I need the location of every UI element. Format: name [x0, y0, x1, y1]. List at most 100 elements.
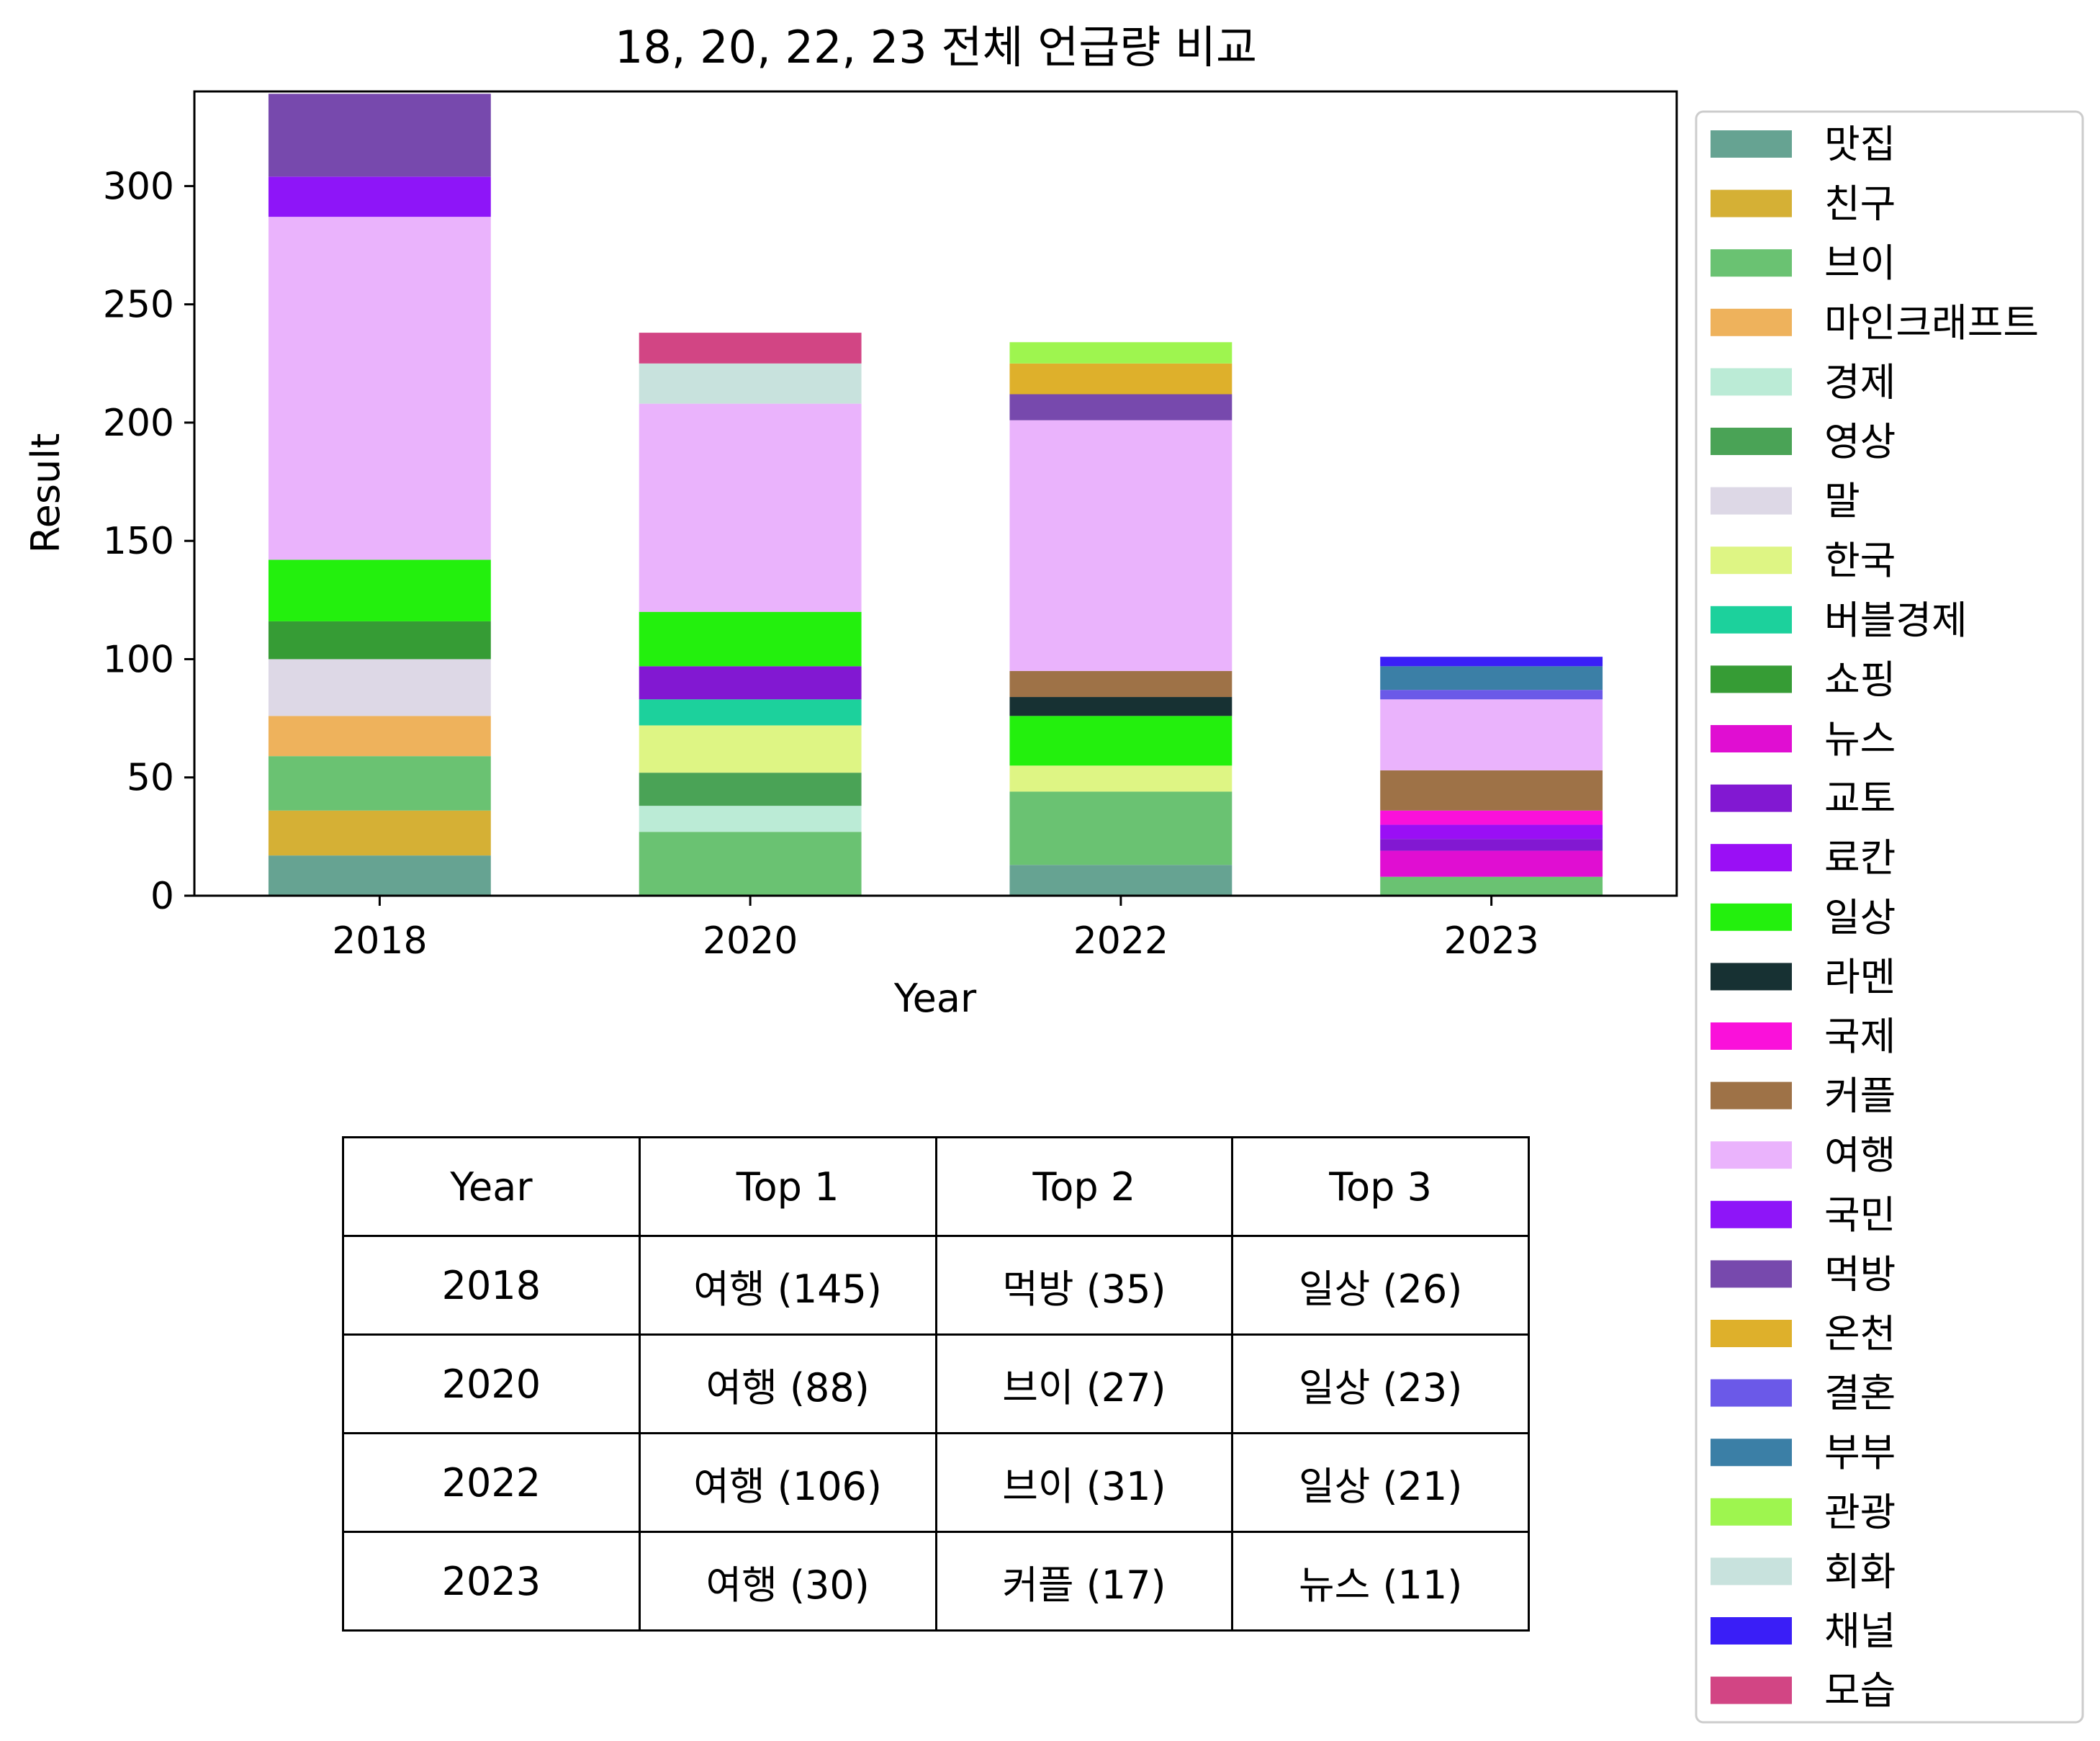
legend-swatch	[1711, 963, 1792, 991]
bar-segment	[268, 94, 491, 177]
legend-swatch	[1711, 1617, 1792, 1645]
legend-swatch	[1711, 1676, 1792, 1704]
legend-swatch	[1711, 844, 1792, 872]
bar-segment	[1380, 876, 1603, 896]
bar-segment	[268, 621, 491, 660]
legend-swatch	[1711, 1557, 1792, 1585]
table-row: 2022 여행 (106) 브이 (31) 일상 (21)	[342, 1432, 1530, 1533]
bar-segment	[1009, 865, 1232, 896]
y-tick-label: 0	[150, 875, 174, 918]
bar-segment	[639, 363, 862, 404]
y-tick-label: 300	[103, 165, 174, 208]
legend-label: 맛집	[1824, 122, 1896, 167]
bar-segment	[1009, 716, 1232, 766]
bar-segment	[1009, 697, 1232, 716]
plot-area-frame	[193, 90, 1678, 897]
top-keywords-table: Year Top 1 Top 2 Top 3 2018 여행 (145) 먹방 …	[342, 1136, 1530, 1632]
table-cell: 브이 (31)	[934, 1432, 1234, 1533]
legend-label: 친구	[1824, 181, 1896, 227]
legend-swatch	[1711, 1498, 1792, 1526]
legend-label: 온천	[1824, 1311, 1896, 1357]
bar-segment	[639, 666, 862, 700]
x-axis-label: Year	[893, 976, 977, 1021]
y-tick-label: 150	[103, 520, 174, 563]
legend-swatch	[1711, 308, 1792, 336]
legend-swatch	[1711, 606, 1792, 634]
table-cell: 먹방 (35)	[934, 1235, 1234, 1336]
bar-segment	[1009, 791, 1232, 865]
legend-label: 회화	[1824, 1549, 1896, 1594]
legend: 맛집친구브이마인크래프트경제영상말한국버블경제쇼핑뉴스교토료칸일상라멘국제커플여…	[1695, 110, 2084, 1724]
legend-swatch	[1711, 1320, 1792, 1347]
table-cell: 커플 (17)	[934, 1531, 1234, 1632]
bar-segment	[268, 176, 491, 217]
legend-label: 료칸	[1824, 835, 1896, 881]
legend-label: 국제	[1824, 1014, 1896, 1059]
y-axis-ticks: 0 50 100 150 200 250 300	[103, 165, 194, 918]
legend-label: 먹방	[1824, 1251, 1896, 1297]
legend-label: 쇼핑	[1824, 657, 1896, 702]
table-cell: 여행 (30)	[638, 1531, 937, 1632]
legend-label: 관광	[1824, 1490, 1896, 1535]
legend-swatch	[1711, 546, 1792, 575]
table-header-cell: Year	[342, 1136, 641, 1237]
bar-segment	[1009, 394, 1232, 420]
legend-label: 라멘	[1824, 954, 1896, 999]
bar-stack-group	[268, 94, 1603, 896]
legend-label: 여행	[1824, 1133, 1896, 1178]
legend-label: 마인크래프트	[1824, 300, 2039, 346]
legend-swatch	[1711, 428, 1792, 455]
bar-segment	[1380, 666, 1603, 690]
legend-swatch	[1711, 665, 1792, 693]
legend-swatch	[1711, 1439, 1792, 1467]
legend-label: 버블경제	[1824, 598, 1968, 643]
bar-segment	[639, 773, 862, 806]
bar-segment	[639, 403, 862, 612]
table-header-cell: Top 2	[934, 1136, 1234, 1237]
bar-segment	[1009, 363, 1232, 395]
bar-segment	[1009, 765, 1232, 792]
legend-label: 브이	[1824, 240, 1896, 286]
legend-label: 영상	[1824, 419, 1896, 464]
bar-segment	[639, 611, 862, 667]
legend-swatch	[1711, 1022, 1792, 1050]
bar-segment	[1380, 810, 1603, 825]
legend-swatch	[1711, 1379, 1792, 1407]
bar-segment	[1380, 690, 1603, 700]
bar-segment	[639, 832, 862, 896]
table-row: 2020 여행 (88) 브이 (27) 일상 (23)	[342, 1333, 1530, 1434]
legend-label: 뉴스	[1824, 716, 1896, 762]
table-cell: 여행 (106)	[638, 1432, 937, 1533]
table-cell: 여행 (88)	[638, 1333, 937, 1434]
legend-label: 모습	[1824, 1668, 1896, 1714]
legend-swatch	[1711, 130, 1792, 158]
legend-swatch	[1711, 487, 1792, 515]
y-axis-label: Result	[23, 433, 68, 554]
bar-segment	[1009, 420, 1232, 671]
legend-swatch	[1711, 1200, 1792, 1228]
legend-label: 한국	[1824, 538, 1896, 583]
bar-segment	[1380, 839, 1603, 851]
x-tick-label: 2020	[703, 919, 798, 963]
table-cell: 뉴스 (11)	[1231, 1531, 1530, 1632]
legend-label: 경제	[1824, 359, 1896, 405]
bar-segment	[1009, 342, 1232, 364]
bar-segment	[268, 559, 491, 621]
legend-label: 채널	[1824, 1609, 1896, 1654]
legend-label: 국민	[1824, 1192, 1896, 1238]
legend-label: 커플	[1824, 1074, 1896, 1119]
bar-segment	[1380, 770, 1603, 811]
bar-segment	[1380, 850, 1603, 877]
table-cell: 여행 (145)	[638, 1235, 937, 1336]
legend-swatch	[1711, 249, 1792, 277]
legend-swatch	[1711, 1081, 1792, 1110]
table-row: 2023 여행 (30) 커플 (17) 뉴스 (11)	[342, 1531, 1530, 1632]
table-cell: 2020	[342, 1333, 641, 1434]
y-tick-label: 200	[103, 402, 174, 445]
table-cell: 2023	[342, 1531, 641, 1632]
x-axis-ticks: 2018 2020 2022 2023	[332, 896, 1539, 963]
x-tick-label: 2018	[332, 919, 427, 963]
legend-swatch	[1711, 903, 1792, 931]
table-cell: 일상 (26)	[1231, 1235, 1530, 1336]
table-header-row: Year Top 1 Top 2 Top 3	[342, 1136, 1530, 1237]
